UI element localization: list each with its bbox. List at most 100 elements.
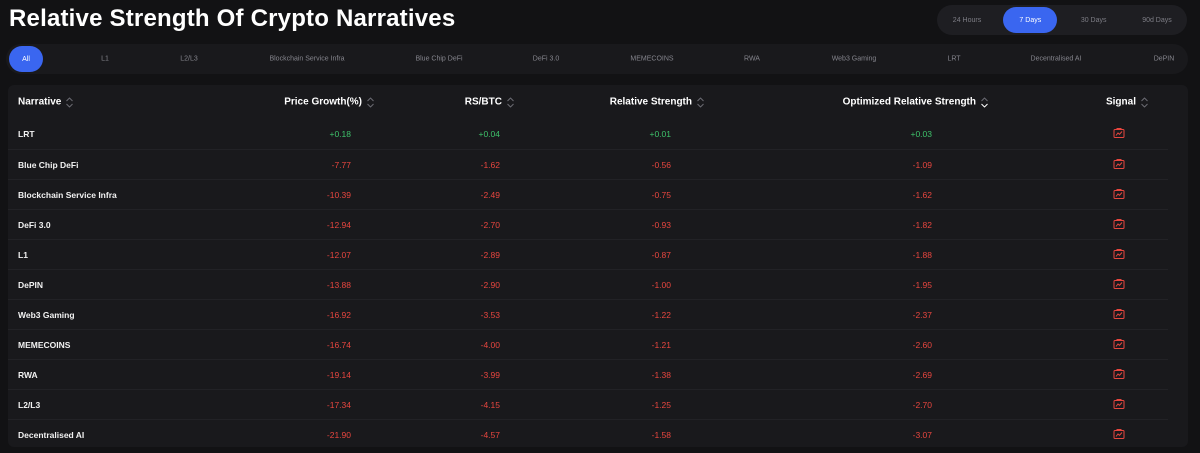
narrative-name: Blue Chip DeFi bbox=[18, 159, 79, 170]
narrative-name: DePIN bbox=[18, 279, 44, 290]
chart-signal-icon[interactable] bbox=[1113, 366, 1125, 384]
sort-updown-icon[interactable] bbox=[367, 97, 374, 107]
column-header-label: Narrative bbox=[18, 96, 62, 108]
filter-l1[interactable]: L1 bbox=[101, 55, 109, 63]
column-header-narrative[interactable]: Narrative bbox=[18, 96, 74, 108]
time-range-selector: 24 Hours 7 Days 30 Days 90d Days bbox=[937, 5, 1187, 35]
cell-optimized-rs: -2.69 bbox=[912, 369, 932, 380]
chart-signal-icon[interactable] bbox=[1113, 125, 1125, 143]
filter-defi-3-0[interactable]: DeFi 3.0 bbox=[532, 55, 560, 63]
cell-relative-strength: -1.38 bbox=[651, 369, 671, 380]
cell-price-growth: -7.77 bbox=[331, 159, 351, 170]
narrative-filter-bar: All L1 L2/L3 Blockchain Service Infra Blue C… bbox=[6, 44, 1188, 74]
narrative-name: Decentralised AI bbox=[18, 429, 85, 440]
chart-signal-icon[interactable] bbox=[1113, 216, 1125, 234]
cell-optimized-rs: -1.95 bbox=[912, 279, 932, 290]
cell-optimized-rs: -1.88 bbox=[912, 249, 932, 260]
filter-web3-gaming[interactable]: Web3 Gaming bbox=[831, 55, 877, 63]
cell-relative-strength: -1.58 bbox=[651, 429, 671, 440]
filter-blue-chip-defi[interactable]: Blue Chip DeFi bbox=[415, 55, 463, 63]
column-header-signal[interactable]: Signal bbox=[1106, 97, 1148, 108]
column-header-relative-strength[interactable]: Relative Strength bbox=[610, 97, 704, 108]
chart-signal-icon[interactable] bbox=[1113, 426, 1125, 444]
cell-price-growth: -17.34 bbox=[326, 399, 351, 410]
cell-relative-strength: -1.22 bbox=[651, 309, 671, 320]
filter-memecoins[interactable]: MEMECOINS bbox=[630, 55, 674, 63]
cell-optimized-rs: -2.60 bbox=[912, 339, 932, 350]
cell-price-growth: -16.92 bbox=[326, 309, 351, 320]
filter-depin[interactable]: DePIN bbox=[1153, 55, 1175, 63]
narrative-name: Blockchain Service Infra bbox=[18, 189, 117, 200]
chart-signal-icon[interactable] bbox=[1113, 246, 1125, 264]
range-option-30-days[interactable]: 30 Days bbox=[1080, 16, 1107, 24]
column-header-optimized-relative-strength[interactable]: Optimized Relative Strength bbox=[843, 97, 988, 108]
range-option-24-hours[interactable]: 24 Hours bbox=[952, 16, 982, 24]
cell-rs-btc: +0.04 bbox=[478, 129, 500, 139]
filter-blockchain-service-infra[interactable]: Blockchain Service Infra bbox=[269, 55, 345, 63]
cell-price-growth: -10.39 bbox=[326, 189, 351, 200]
filter-all[interactable]: All bbox=[9, 46, 43, 72]
sort-updown-icon[interactable] bbox=[507, 97, 514, 107]
cell-relative-strength: +0.01 bbox=[649, 129, 671, 139]
table-row: L1 -12.07 -2.89 -0.87 -1.88 bbox=[8, 239, 1168, 269]
cell-rs-btc: -2.89 bbox=[480, 249, 500, 260]
filter-l2-l3[interactable]: L2/L3 bbox=[180, 55, 198, 63]
table-row: Blue Chip DeFi -7.77 -1.62 -0.56 -1.09 bbox=[8, 149, 1168, 179]
column-header-label: Signal bbox=[1105, 96, 1136, 108]
cell-rs-btc: -2.49 bbox=[480, 189, 500, 200]
cell-relative-strength: -0.93 bbox=[651, 219, 671, 230]
cell-price-growth: -16.74 bbox=[326, 339, 351, 350]
chart-signal-icon[interactable] bbox=[1113, 306, 1125, 324]
column-header-label: Relative Strength bbox=[609, 96, 692, 108]
cell-price-growth: -13.88 bbox=[326, 279, 351, 290]
cell-optimized-rs: -3.07 bbox=[912, 429, 932, 440]
table-row: RWA -19.14 -3.99 -1.38 -2.69 bbox=[8, 359, 1168, 389]
cell-optimized-rs: -1.62 bbox=[912, 189, 932, 200]
cell-relative-strength: -0.87 bbox=[651, 249, 671, 260]
cell-optimized-rs: -1.09 bbox=[912, 159, 932, 170]
page-title: Relative Strength Of Crypto Narratives bbox=[9, 5, 456, 32]
range-option-90d-days[interactable]: 90d Days bbox=[1142, 16, 1172, 24]
column-header-price-growth[interactable]: Price Growth(%) bbox=[284, 97, 374, 108]
narrative-name: Web3 Gaming bbox=[18, 309, 75, 320]
filter-decentralised-ai[interactable]: Decentralised AI bbox=[1030, 55, 1082, 63]
chart-signal-icon[interactable] bbox=[1113, 396, 1125, 414]
sort-updown-icon[interactable] bbox=[981, 97, 988, 107]
column-header-rs-btc[interactable]: RS/BTC bbox=[465, 97, 514, 108]
narrative-name: LRT bbox=[18, 129, 35, 139]
chart-signal-icon[interactable] bbox=[1113, 336, 1125, 354]
cell-price-growth: -19.14 bbox=[326, 369, 351, 380]
cell-price-growth: +0.18 bbox=[329, 129, 351, 139]
cell-optimized-rs: -1.82 bbox=[912, 219, 932, 230]
cell-rs-btc: -3.53 bbox=[480, 309, 500, 320]
filter-lrt[interactable]: LRT bbox=[947, 55, 961, 63]
range-option-7-days[interactable]: 7 Days bbox=[1003, 7, 1058, 33]
chart-signal-icon[interactable] bbox=[1113, 186, 1125, 204]
chart-signal-icon[interactable] bbox=[1113, 276, 1125, 294]
sort-updown-icon[interactable] bbox=[1141, 97, 1148, 107]
cell-rs-btc: -4.57 bbox=[480, 429, 500, 440]
cell-rs-btc: -4.15 bbox=[480, 399, 500, 410]
table-row: Web3 Gaming -16.92 -3.53 -1.22 -2.37 bbox=[8, 299, 1168, 329]
cell-rs-btc: -2.90 bbox=[480, 279, 500, 290]
cell-optimized-rs: -2.70 bbox=[912, 399, 932, 410]
column-header-label: RS/BTC bbox=[464, 96, 502, 108]
table-body: LRT +0.18 +0.04 +0.01 +0.03 Blue Chip DeFi -7.… bbox=[8, 119, 1188, 447]
sort-updown-icon[interactable] bbox=[697, 97, 704, 107]
table-row: DePIN -13.88 -2.90 -1.00 -1.95 bbox=[8, 269, 1168, 299]
narrative-name: MEMECOINS bbox=[18, 339, 71, 350]
cell-optimized-rs: +0.03 bbox=[910, 129, 932, 139]
cell-rs-btc: -2.70 bbox=[480, 219, 500, 230]
cell-relative-strength: -1.21 bbox=[651, 339, 671, 350]
sort-updown-icon[interactable] bbox=[66, 97, 74, 107]
table-row: LRT +0.18 +0.04 +0.01 +0.03 bbox=[8, 119, 1168, 149]
column-header-label: Optimized Relative Strength bbox=[842, 96, 976, 108]
filter-rwa[interactable]: RWA bbox=[744, 55, 760, 63]
table-row: MEMECOINS -16.74 -4.00 -1.21 -2.60 bbox=[8, 329, 1168, 359]
chart-signal-icon[interactable] bbox=[1113, 156, 1125, 174]
table-header-row: Narrative Price Growth(%) RS/BTC Relative S… bbox=[8, 85, 1188, 119]
cell-rs-btc: -4.00 bbox=[480, 339, 500, 350]
table-row: L2/L3 -17.34 -4.15 -1.25 -2.70 bbox=[8, 389, 1168, 419]
narratives-table: Narrative Price Growth(%) RS/BTC Relative S… bbox=[8, 85, 1188, 447]
cell-rs-btc: -3.99 bbox=[480, 369, 500, 380]
